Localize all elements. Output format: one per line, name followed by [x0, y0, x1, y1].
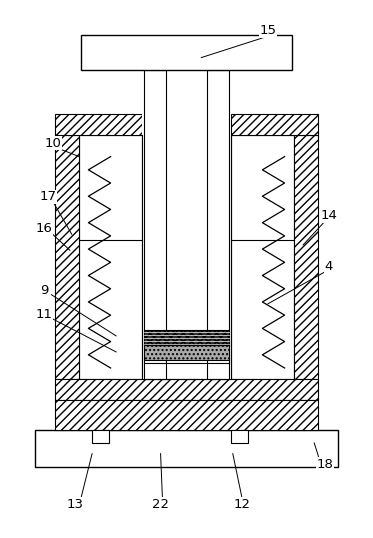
Text: 14: 14: [321, 209, 338, 222]
Text: 13: 13: [67, 498, 84, 511]
Text: 9: 9: [40, 284, 48, 297]
Text: 11: 11: [35, 308, 53, 321]
Bar: [81, 35, 292, 70]
Text: 15: 15: [260, 24, 276, 37]
Bar: [144, 70, 166, 379]
Bar: [35, 429, 338, 467]
Text: 4: 4: [325, 260, 333, 273]
Bar: [231, 114, 318, 135]
Bar: [55, 379, 318, 400]
Text: 18: 18: [317, 458, 334, 471]
Text: 12: 12: [233, 498, 251, 511]
Text: 17: 17: [39, 190, 56, 203]
Text: 22: 22: [152, 498, 169, 511]
Bar: [229, 70, 231, 379]
Bar: [55, 400, 318, 429]
Bar: [207, 70, 229, 379]
Bar: [142, 70, 144, 379]
Bar: [144, 345, 229, 360]
Bar: [144, 330, 229, 345]
Bar: [79, 135, 142, 379]
Bar: [294, 135, 318, 379]
Text: 10: 10: [45, 137, 62, 150]
Text: 16: 16: [35, 222, 52, 235]
Bar: [92, 429, 109, 443]
Bar: [55, 135, 79, 379]
Bar: [231, 135, 294, 379]
Bar: [231, 429, 248, 443]
Bar: [55, 114, 142, 135]
